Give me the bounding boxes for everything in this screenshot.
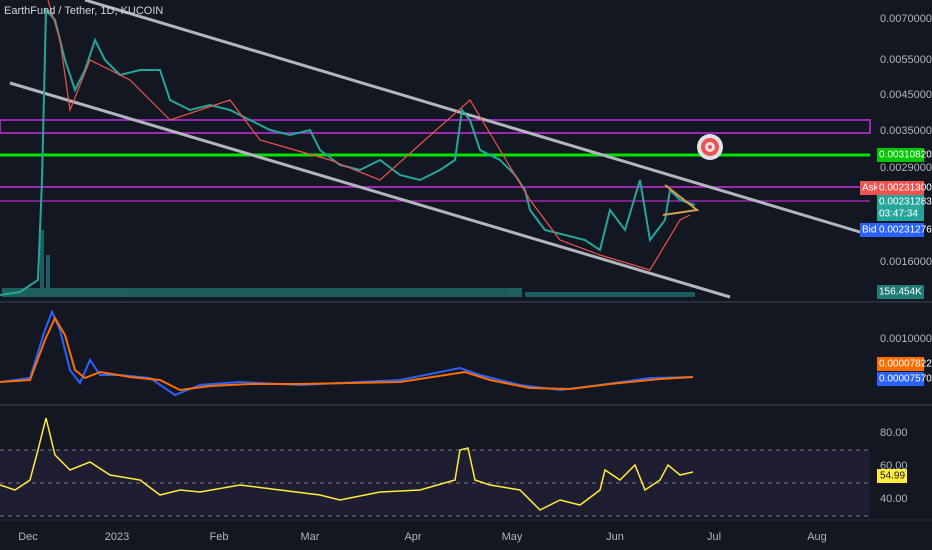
time-axis: Dec 2023 Feb Mar Apr May Jun Jul Aug (18, 531, 827, 543)
rsi-scale-label: 80.00 (880, 427, 908, 439)
rsi-scale-label: 60.00 (880, 460, 908, 472)
wedge-pattern (662, 184, 700, 216)
badge (877, 372, 924, 386)
badge (877, 285, 924, 299)
rsi-scale-label: 40.00 (880, 493, 908, 505)
symbol-title[interactable]: EarthFund / Tether, 1D, KUCOIN (4, 5, 163, 17)
time-label: 2023 (105, 531, 129, 543)
macd-line (0, 309, 694, 397)
badge (877, 195, 924, 221)
bid-price: 0.00231276 (879, 225, 932, 236)
badge (877, 148, 924, 162)
badge (877, 181, 924, 195)
time-label: Jun (606, 531, 624, 543)
channel-top (84, 0, 871, 237)
signal-line (0, 315, 694, 392)
price-path (0, 7, 696, 296)
price-badges: 0.00310820 Ask 0.00231300 0.00231283 03:… (860, 148, 932, 299)
badge (877, 469, 907, 483)
macd-value: 0.00007570 (879, 374, 932, 385)
last-price: 0.00231283 (879, 197, 932, 208)
volume-bars (2, 230, 695, 297)
ask-price: 0.00231300 (879, 183, 932, 194)
green-level-label: 0.00310820 (879, 150, 932, 161)
target-icon (697, 134, 723, 160)
bid-tag: Bid (862, 225, 876, 236)
price-path-down (47, 0, 691, 271)
time-label: Jul (707, 531, 721, 543)
rsi-current: 54.99 (880, 471, 905, 482)
channel-bottom (9, 81, 731, 299)
resistance-zone (0, 119, 871, 134)
time-label: May (502, 531, 523, 543)
time-label: Mar (301, 531, 320, 543)
time-label: Feb (210, 531, 229, 543)
rsi-line (0, 417, 694, 511)
time-label: Aug (807, 531, 827, 543)
signal-value: 0.00007822 (879, 359, 932, 370)
badge (877, 357, 924, 371)
badge (877, 223, 924, 237)
time-label: Apr (404, 531, 421, 543)
badge (860, 223, 878, 237)
countdown: 03:47:34 (879, 209, 918, 220)
volume-label: 156.454K (879, 287, 922, 298)
badge (860, 181, 878, 195)
time-label: Dec (18, 531, 38, 543)
ask-tag: Ask (862, 183, 880, 194)
